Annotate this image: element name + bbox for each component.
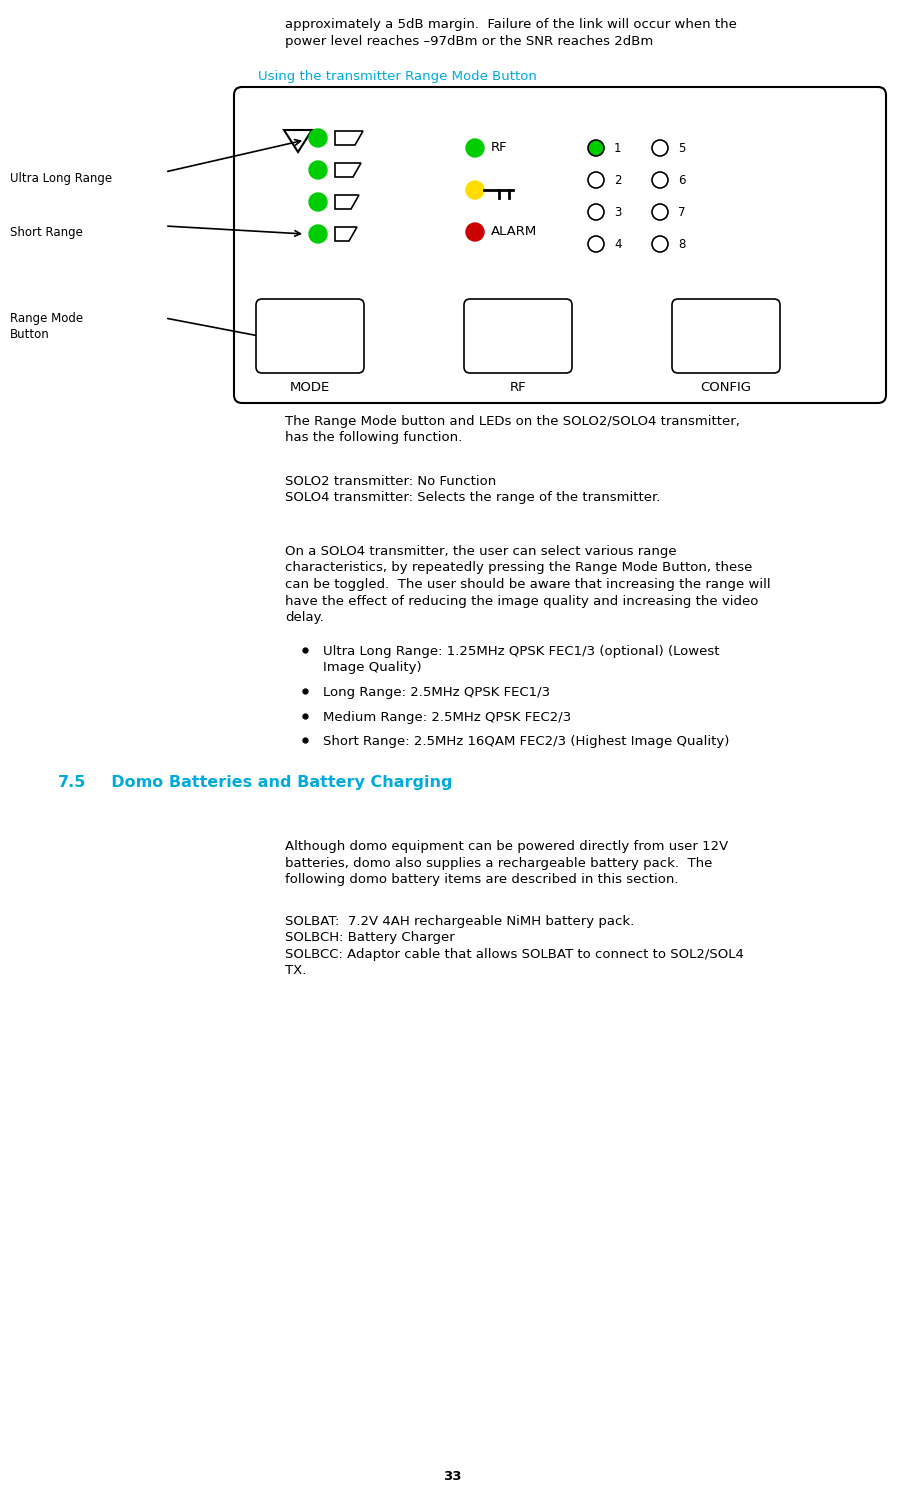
Circle shape <box>466 181 484 199</box>
FancyBboxPatch shape <box>256 299 364 372</box>
Text: can be toggled.  The user should be aware that increasing the range will: can be toggled. The user should be aware… <box>285 579 771 591</box>
Text: ALARM: ALARM <box>491 226 538 238</box>
Text: following domo battery items are described in this section.: following domo battery items are describ… <box>285 873 679 887</box>
FancyBboxPatch shape <box>464 299 572 372</box>
Text: Image Quality): Image Quality) <box>323 661 422 674</box>
Text: Short Range: Short Range <box>10 226 83 239</box>
Text: TX.: TX. <box>285 964 307 978</box>
Text: delay.: delay. <box>285 611 324 623</box>
Text: Short Range: 2.5MHz 16QAM FEC2/3 (Highest Image Quality): Short Range: 2.5MHz 16QAM FEC2/3 (Highes… <box>323 736 729 748</box>
Polygon shape <box>335 163 361 176</box>
Text: SOLO2 transmitter: No Function: SOLO2 transmitter: No Function <box>285 475 496 487</box>
Text: have the effect of reducing the image quality and increasing the video: have the effect of reducing the image qu… <box>285 595 758 607</box>
Text: 1: 1 <box>614 142 622 155</box>
Circle shape <box>309 129 327 147</box>
FancyBboxPatch shape <box>234 87 886 404</box>
Text: 8: 8 <box>678 238 685 251</box>
Circle shape <box>588 141 604 155</box>
Circle shape <box>652 141 668 155</box>
Text: On a SOLO4 transmitter, the user can select various range: On a SOLO4 transmitter, the user can sel… <box>285 546 677 558</box>
Text: 7.5: 7.5 <box>58 774 86 789</box>
Text: has the following function.: has the following function. <box>285 432 462 444</box>
Circle shape <box>466 223 484 241</box>
Text: Domo Batteries and Battery Charging: Domo Batteries and Battery Charging <box>100 774 452 789</box>
Circle shape <box>652 172 668 188</box>
Text: MODE: MODE <box>290 381 330 395</box>
Text: Using the transmitter Range Mode Button: Using the transmitter Range Mode Button <box>258 70 537 84</box>
Circle shape <box>588 236 604 253</box>
Text: 7: 7 <box>678 206 685 218</box>
Text: Medium Range: 2.5MHz QPSK FEC2/3: Medium Range: 2.5MHz QPSK FEC2/3 <box>323 710 571 724</box>
Circle shape <box>466 139 484 157</box>
Text: Button: Button <box>10 327 50 341</box>
Circle shape <box>309 161 327 179</box>
Circle shape <box>652 203 668 220</box>
Text: Range Mode: Range Mode <box>10 312 83 324</box>
Text: Ultra Long Range: 1.25MHz QPSK FEC1/3 (optional) (Lowest: Ultra Long Range: 1.25MHz QPSK FEC1/3 (o… <box>323 644 719 658</box>
Text: 4: 4 <box>614 238 622 251</box>
FancyBboxPatch shape <box>672 299 780 372</box>
Text: batteries, domo also supplies a rechargeable battery pack.  The: batteries, domo also supplies a recharge… <box>285 857 712 870</box>
Text: CONFIG: CONFIG <box>700 381 751 395</box>
Text: Although domo equipment can be powered directly from user 12V: Although domo equipment can be powered d… <box>285 840 729 854</box>
Text: 2: 2 <box>614 173 622 187</box>
Text: Ultra Long Range: Ultra Long Range <box>10 172 112 185</box>
Text: 33: 33 <box>443 1470 462 1483</box>
Text: 5: 5 <box>678 142 685 155</box>
Circle shape <box>309 193 327 211</box>
Circle shape <box>588 203 604 220</box>
Polygon shape <box>335 194 359 209</box>
Text: characteristics, by repeatedly pressing the Range Mode Button, these: characteristics, by repeatedly pressing … <box>285 562 752 574</box>
Text: SOLBAT:  7.2V 4AH rechargeable NiMH battery pack.: SOLBAT: 7.2V 4AH rechargeable NiMH batte… <box>285 915 634 928</box>
Text: RF: RF <box>491 141 508 154</box>
Text: power level reaches –97dBm or the SNR reaches 2dBm: power level reaches –97dBm or the SNR re… <box>285 34 653 48</box>
Polygon shape <box>335 227 357 241</box>
Circle shape <box>588 172 604 188</box>
Text: SOLO4 transmitter: Selects the range of the transmitter.: SOLO4 transmitter: Selects the range of … <box>285 492 661 504</box>
Circle shape <box>309 226 327 244</box>
Polygon shape <box>335 132 363 145</box>
Text: SOLBCC: Adaptor cable that allows SOLBAT to connect to SOL2/SOL4: SOLBCC: Adaptor cable that allows SOLBAT… <box>285 948 744 961</box>
Text: SOLBCH: Battery Charger: SOLBCH: Battery Charger <box>285 931 455 945</box>
Text: approximately a 5dB margin.  Failure of the link will occur when the: approximately a 5dB margin. Failure of t… <box>285 18 737 31</box>
Text: 3: 3 <box>614 206 622 218</box>
Text: Long Range: 2.5MHz QPSK FEC1/3: Long Range: 2.5MHz QPSK FEC1/3 <box>323 686 550 700</box>
Text: The Range Mode button and LEDs on the SOLO2/SOLO4 transmitter,: The Range Mode button and LEDs on the SO… <box>285 416 740 428</box>
Text: RF: RF <box>510 381 527 395</box>
Circle shape <box>652 236 668 253</box>
Text: 6: 6 <box>678 173 685 187</box>
